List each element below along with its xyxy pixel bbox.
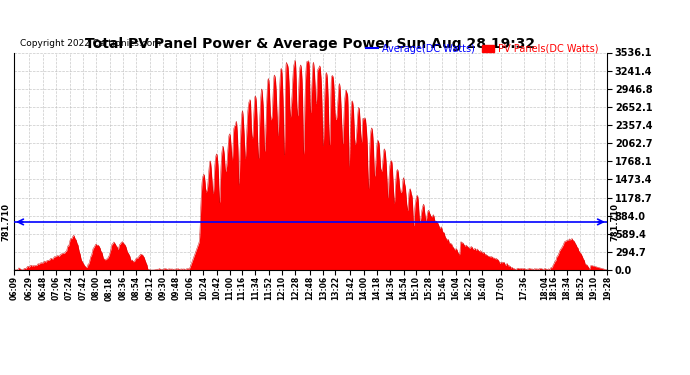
Title: Total PV Panel Power & Average Power Sun Aug 28 19:32: Total PV Panel Power & Average Power Sun… [86, 38, 535, 51]
Text: 781.710: 781.710 [610, 203, 619, 241]
Legend: Average(DC Watts), PV Panels(DC Watts): Average(DC Watts), PV Panels(DC Watts) [362, 40, 602, 58]
Text: 781.710: 781.710 [2, 203, 11, 241]
Text: Copyright 2022 Cartronics.com: Copyright 2022 Cartronics.com [20, 39, 161, 48]
